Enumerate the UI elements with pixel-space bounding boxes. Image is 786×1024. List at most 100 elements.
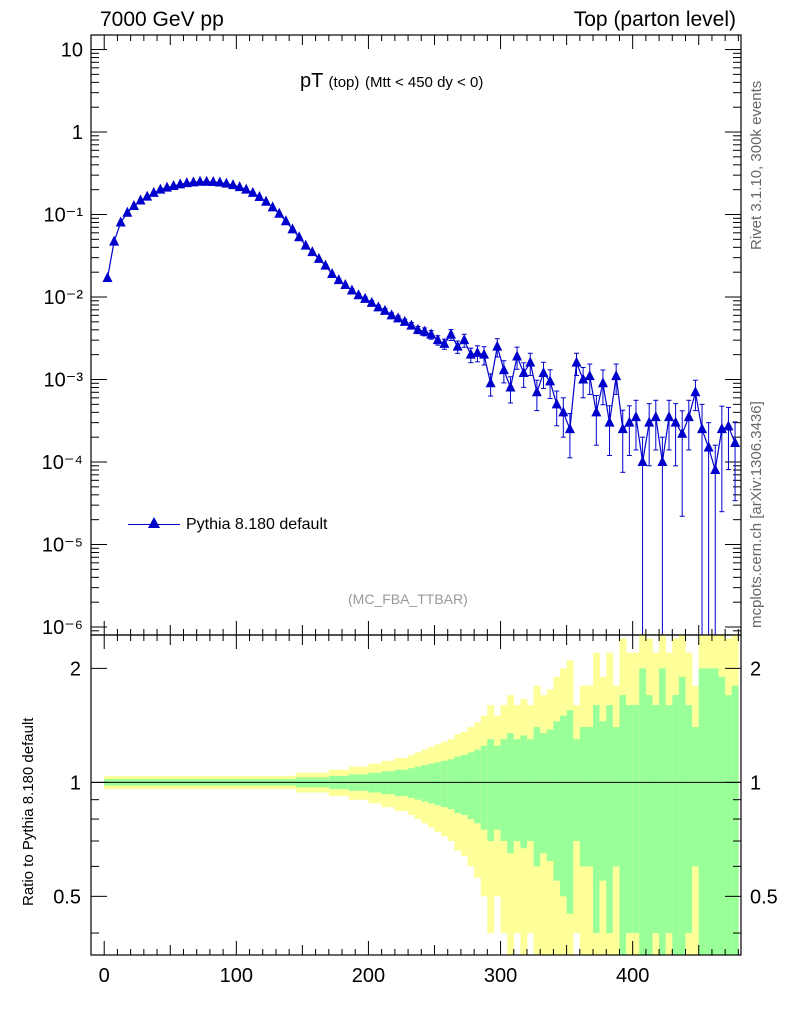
data-point — [690, 386, 701, 397]
ratio-band-1sigma — [626, 705, 633, 934]
y-tick-label: 10⁻⁶ — [42, 617, 83, 639]
data-point — [234, 181, 245, 192]
data-point — [525, 356, 536, 367]
ratio-band-1sigma — [593, 705, 600, 934]
ratio-band-1sigma — [408, 768, 415, 798]
observable-label: Top (parton level) — [573, 8, 736, 31]
analysis-name: (MC_FBA_TTBAR) — [348, 591, 468, 607]
data-point — [379, 304, 390, 315]
data-point — [611, 370, 622, 381]
data-point — [591, 406, 602, 417]
ratio-band-1sigma — [672, 695, 680, 955]
data-point — [142, 190, 153, 201]
data-point — [492, 340, 503, 351]
data-point — [564, 423, 575, 434]
ratio-tick-label: 2 — [70, 658, 81, 680]
ratio-band-1sigma — [447, 759, 455, 810]
data-point — [710, 464, 721, 475]
title-sub: (top) — [328, 74, 360, 91]
data-point — [399, 315, 410, 326]
energy-label: 7000 GeV pp — [100, 8, 224, 31]
data-point — [241, 183, 252, 194]
data-point — [419, 325, 430, 336]
data-point — [531, 386, 542, 397]
title-cut: (Mtt < 450 dy < 0) — [364, 74, 484, 91]
ratio-band-1sigma — [586, 727, 594, 867]
data-point — [558, 406, 569, 417]
data-point — [333, 274, 344, 285]
main-plot-frame — [90, 34, 742, 636]
data-point — [617, 423, 628, 434]
ratio-band-1sigma — [493, 745, 501, 830]
ratio-band-1sigma — [705, 668, 713, 955]
data-point — [683, 411, 694, 422]
x-tick-label: 200 — [352, 965, 385, 987]
data-point — [624, 416, 635, 427]
ratio-tick-label: 0.5 — [53, 886, 81, 908]
ratio-band-1sigma — [520, 735, 528, 849]
data-point — [578, 373, 589, 384]
ratio-band-1sigma — [692, 727, 700, 867]
data-point — [723, 420, 734, 431]
ratio-band-1sigma — [500, 739, 508, 842]
ratio-band-1sigma — [513, 739, 521, 842]
ratio-band-1sigma — [460, 755, 468, 815]
data-point — [703, 441, 714, 452]
data-point — [122, 206, 133, 217]
ratio-band-1sigma — [731, 685, 739, 955]
data-point — [571, 356, 582, 367]
y-tick-label: 10⁻⁵ — [42, 535, 83, 557]
data-point — [267, 201, 278, 212]
ratio-tick-label: 0.5 — [750, 886, 778, 908]
ratio-y-axis-label: Ratio to Pythia 8.180 default — [20, 717, 37, 906]
ratio-band-1sigma — [685, 705, 693, 934]
data-point — [247, 186, 258, 197]
y-tick-label: 10⁻⁴ — [42, 452, 83, 474]
data-point — [228, 179, 239, 190]
legend-marker-icon — [128, 514, 180, 536]
mcplots-reference-label: mcplots.cern.ch [arXiv:1306.3436] — [748, 401, 765, 628]
ratio-band-1sigma — [434, 762, 442, 806]
data-point — [498, 364, 509, 375]
data-point — [115, 216, 126, 227]
ratio-tick-label: 1 — [70, 772, 81, 794]
ratio-band-1sigma — [639, 668, 647, 955]
data-point — [426, 328, 437, 339]
ratio-band-1sigma — [612, 727, 620, 867]
ratio-band-1sigma — [401, 769, 409, 797]
data-point — [597, 377, 608, 388]
data-point — [360, 292, 371, 303]
ratio-band-1sigma — [573, 739, 581, 842]
data-point — [294, 231, 305, 242]
ratio-band-1sigma — [711, 668, 719, 955]
data-point — [604, 416, 615, 427]
y-tick-label: 10 — [61, 40, 83, 62]
data-point — [670, 416, 681, 427]
title-main: pT — [300, 70, 323, 92]
data-point — [637, 456, 648, 467]
x-tick-label: 300 — [484, 965, 517, 987]
data-point — [479, 348, 490, 359]
ratio-band-1sigma — [652, 705, 660, 934]
legend: Pythia 8.180 default — [128, 514, 327, 536]
data-point — [373, 301, 384, 312]
data-point — [630, 411, 641, 422]
data-point — [194, 175, 205, 186]
ratio-band-1sigma — [698, 668, 706, 955]
ratio-band-1sigma — [526, 739, 534, 842]
data-point — [677, 427, 688, 438]
data-point — [393, 312, 404, 323]
ratio-band-1sigma — [606, 705, 614, 934]
data-point — [307, 246, 318, 257]
ratio-band-1sigma — [467, 752, 475, 820]
data-point — [452, 340, 463, 351]
y-tick-label: 10⁻² — [44, 287, 84, 309]
data-point — [280, 215, 291, 226]
ratio-band-1sigma — [553, 721, 561, 881]
data-point — [201, 175, 212, 186]
x-tick-label: 100 — [220, 965, 253, 987]
data-point — [128, 199, 139, 210]
data-point — [214, 176, 225, 187]
data-point — [340, 278, 351, 289]
